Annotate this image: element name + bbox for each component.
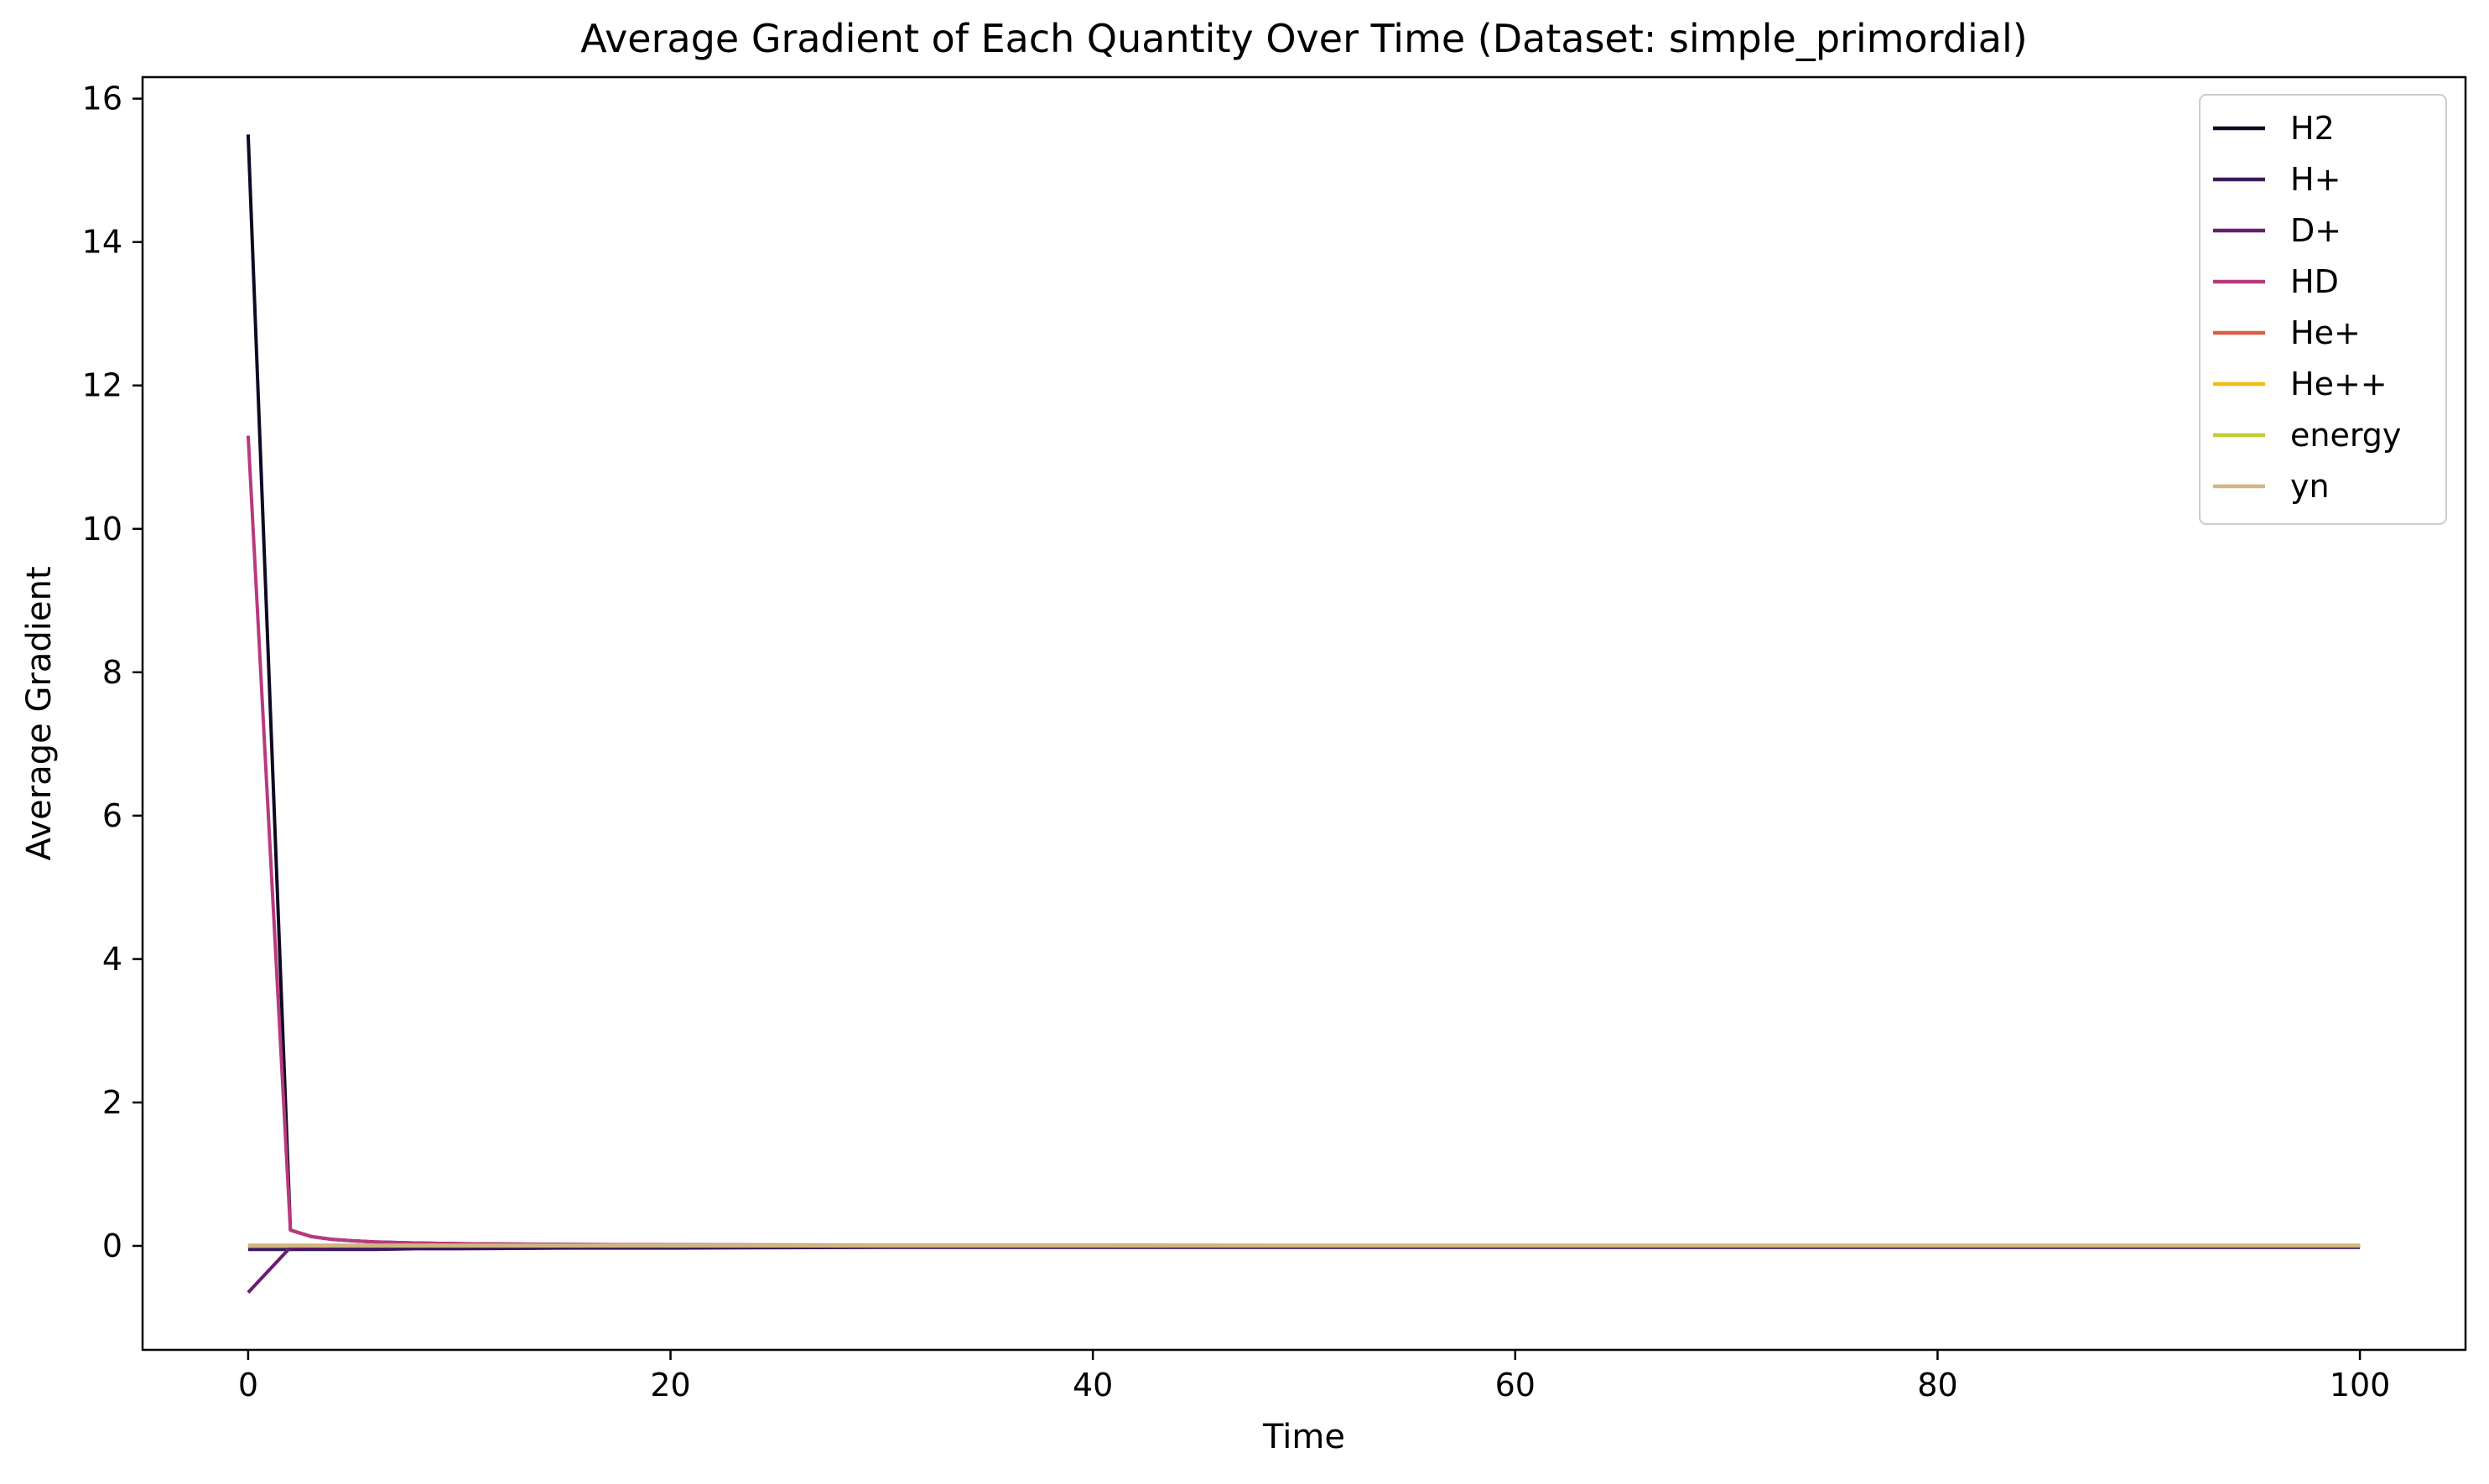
x-tick-label: 40 — [1073, 1367, 1113, 1404]
legend-label-energy: energy — [2290, 417, 2401, 454]
y-tick-label: 8 — [102, 654, 122, 691]
x-tick-label: 0 — [238, 1367, 258, 1404]
y-tick-label: 0 — [102, 1227, 122, 1264]
plot-area-frame — [141, 75, 2467, 1352]
legend-label-yn: yn — [2290, 468, 2330, 505]
legend-label-hplus: H+ — [2290, 161, 2341, 198]
x-axis-title: Time — [1262, 1418, 1345, 1456]
x-tick-label: 80 — [1917, 1367, 1957, 1404]
legend-box — [2199, 94, 2447, 525]
y-tick-label: 2 — [102, 1084, 122, 1121]
y-axis-title: Average Gradient — [20, 566, 59, 860]
x-tick-label: 20 — [650, 1367, 690, 1404]
y-tick-label: 16 — [82, 80, 122, 117]
chart-title: Average Gradient of Each Quantity Over T… — [580, 16, 2027, 61]
x-tick-label: 60 — [1495, 1367, 1535, 1404]
legend-label-heplus: He+ — [2290, 314, 2361, 351]
y-tick-label: 14 — [82, 224, 122, 261]
legend-label-heplusplus: He++ — [2290, 366, 2388, 402]
legend-label-hd: HD — [2290, 263, 2339, 300]
y-tick-label: 12 — [82, 367, 122, 404]
legend: H2 H+ D+ HD He+ He++ energy yn — [2199, 94, 2447, 525]
x-tick-label: 100 — [2330, 1367, 2391, 1404]
legend-label-dplus: D+ — [2290, 212, 2341, 249]
legend-label-h2: H2 — [2290, 110, 2335, 147]
y-tick-label: 6 — [102, 797, 122, 834]
y-tick-label: 4 — [102, 941, 122, 978]
y-tick-label: 10 — [82, 511, 122, 547]
